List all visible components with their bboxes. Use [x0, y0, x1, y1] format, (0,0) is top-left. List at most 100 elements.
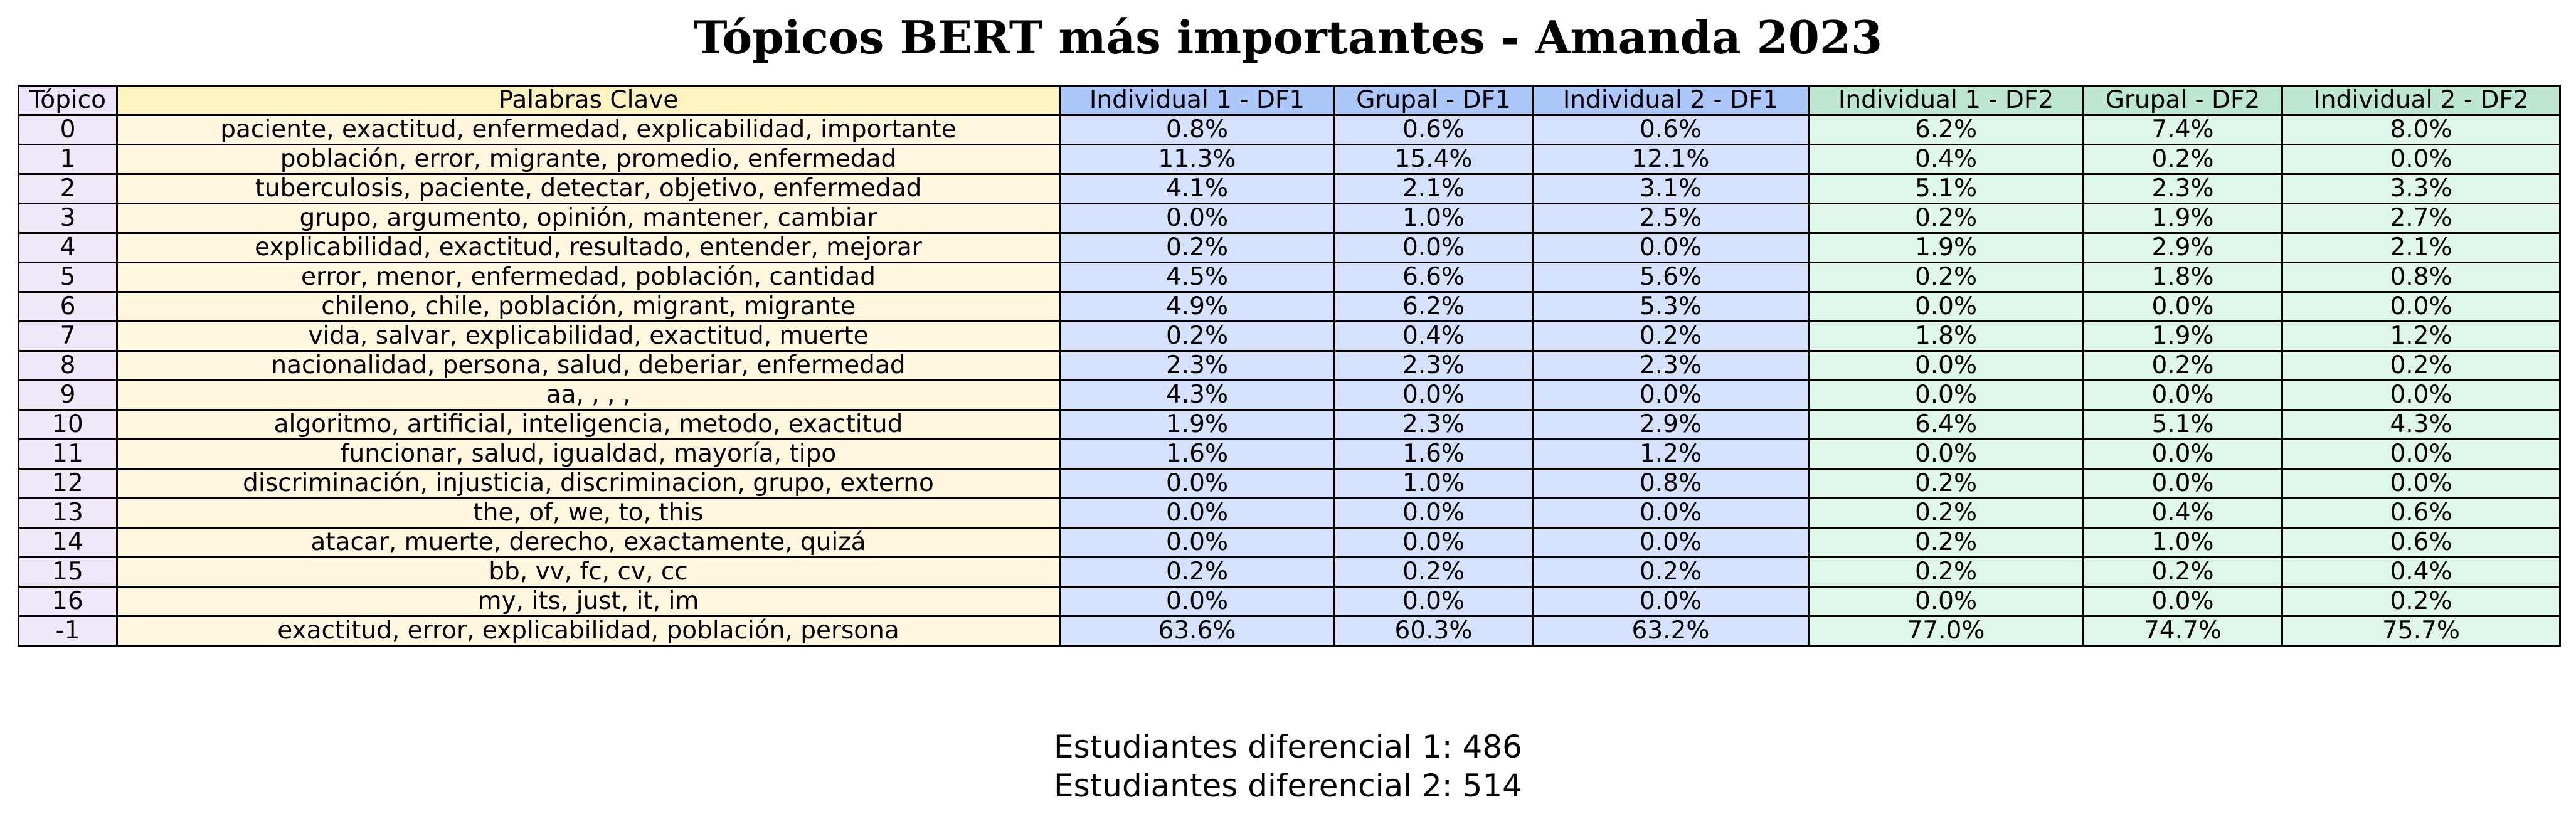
percentage-cell: 0.0% [1532, 527, 1810, 558]
percentage-cell: 1.9% [2082, 203, 2283, 234]
percentage-cell: 0.6% [1532, 114, 1810, 145]
table-row: 7 vida, salvar, explicabilidad, exactitud… [18, 320, 2561, 352]
table-row: 10 algoritmo, artificial, inteligencia, m… [18, 409, 2561, 440]
percentage-cell: 0.4% [2281, 556, 2561, 588]
percentage-cell: 0.0% [2082, 468, 2283, 499]
table-row: 2 tuberculosis, paciente, detectar, objet… [18, 173, 2561, 204]
percentage-cell: 0.0% [1532, 586, 1810, 617]
topic-id-cell: 13 [18, 497, 118, 529]
percentage-cell: 0.4% [1808, 144, 2084, 175]
table-row: 8 nacionalidad, persona, salud, deberiar,… [18, 350, 2561, 381]
percentage-cell: 1.8% [1808, 320, 2084, 352]
keywords-cell: error, menor, enfermedad, población, can… [116, 262, 1061, 293]
percentage-cell: 2.9% [1532, 409, 1810, 440]
percentage-cell: 0.0% [2281, 144, 2561, 175]
percentage-cell: 0.6% [1333, 114, 1534, 145]
keywords-cell: aa, , , , [116, 379, 1061, 411]
table-row: 3 grupo, argumento, opinión, mantener, ca… [18, 203, 2561, 234]
topic-id-cell: 1 [18, 144, 118, 175]
percentage-cell: 0.0% [1808, 586, 2084, 617]
topic-id-cell: 7 [18, 320, 118, 352]
keywords-cell: población, error, migrante, promedio, en… [116, 144, 1061, 175]
percentage-cell: 74.7% [2082, 615, 2283, 647]
percentage-cell: 0.2% [2082, 350, 2283, 381]
percentage-cell: 0.2% [1808, 262, 2084, 293]
percentage-cell: 0.0% [2082, 438, 2283, 470]
percentage-cell: 2.5% [1532, 203, 1810, 234]
chart-title: Tópicos BERT más importantes - Amanda 20… [693, 11, 1883, 64]
percentage-cell: 3.1% [1532, 173, 1810, 204]
topic-id-cell: -1 [18, 615, 118, 647]
keywords-cell: vida, salvar, explicabilidad, exactitud,… [116, 320, 1061, 352]
topic-id-cell: 5 [18, 262, 118, 293]
percentage-cell: 0.0% [2082, 291, 2283, 322]
topic-id-cell: 6 [18, 291, 118, 322]
keywords-cell: bb, vv, fc, cv, cc [116, 556, 1061, 588]
percentage-cell: 0.2% [2281, 586, 2561, 617]
keywords-cell: chileno, chile, población, migrant, migr… [116, 291, 1061, 322]
keywords-cell: nacionalidad, persona, salud, deberiar, … [116, 350, 1061, 381]
percentage-cell: 1.0% [1333, 468, 1534, 499]
topic-id-cell: 11 [18, 438, 118, 470]
percentage-cell: 0.0% [1532, 379, 1810, 411]
keywords-cell: explicabilidad, exactitud, resultado, en… [116, 232, 1061, 263]
percentage-cell: 4.9% [1059, 291, 1335, 322]
percentage-cell: 0.0% [2082, 586, 2283, 617]
percentage-cell: 77.0% [1808, 615, 2084, 647]
percentage-cell: 0.0% [1333, 232, 1534, 263]
keywords-cell: paciente, exactitud, enfermedad, explica… [116, 114, 1061, 145]
footer: Estudiantes diferencial 1: 486 Estudiant… [0, 727, 2576, 805]
keywords-cell: atacar, muerte, derecho, exactamente, qu… [116, 527, 1061, 558]
topic-id-cell: 3 [18, 203, 118, 234]
percentage-cell: 11.3% [1059, 144, 1335, 175]
percentage-cell: 0.0% [1532, 232, 1810, 263]
table-row: 16 my, its, just, it, im 0.0% 0.0% 0.0% 0.0% 0… [18, 586, 2561, 617]
table-row: 0 paciente, exactitud, enfermedad, explic… [18, 114, 2561, 145]
percentage-cell: 2.7% [2281, 203, 2561, 234]
topic-id-cell: 15 [18, 556, 118, 588]
column-header: Individual 2 - DF1 [1532, 85, 1810, 116]
column-header: Grupal - DF2 [2082, 85, 2283, 116]
topic-id-cell: 2 [18, 173, 118, 204]
column-header: Individual 1 - DF2 [1808, 85, 2084, 116]
column-header: Individual 2 - DF2 [2281, 85, 2561, 116]
topic-id-cell: 0 [18, 114, 118, 145]
keywords-cell: the, of, we, to, this [116, 497, 1061, 529]
percentage-cell: 0.0% [1532, 497, 1810, 529]
topic-id-cell: 9 [18, 379, 118, 411]
percentage-cell: 2.3% [2082, 173, 2283, 204]
percentage-cell: 4.3% [2281, 409, 2561, 440]
keywords-cell: tuberculosis, paciente, detectar, objeti… [116, 173, 1061, 204]
percentage-cell: 0.6% [2281, 497, 2561, 529]
percentage-cell: 4.5% [1059, 262, 1335, 293]
percentage-cell: 0.4% [2082, 497, 2283, 529]
percentage-cell: 0.0% [1808, 350, 2084, 381]
percentage-cell: 0.0% [1059, 468, 1335, 499]
table-body: 0 paciente, exactitud, enfermedad, explic… [18, 114, 2561, 647]
keywords-cell: algoritmo, artificial, inteligencia, met… [116, 409, 1061, 440]
percentage-cell: 1.6% [1333, 438, 1534, 470]
percentage-cell: 0.2% [2082, 556, 2283, 588]
percentage-cell: 2.3% [1333, 409, 1534, 440]
percentage-cell: 0.0% [2082, 379, 2283, 411]
column-header: Palabras Clave [116, 85, 1061, 116]
percentage-cell: 1.8% [2082, 262, 2283, 293]
percentage-cell: 0.0% [1333, 586, 1534, 617]
percentage-cell: 0.2% [1808, 203, 2084, 234]
percentage-cell: 0.2% [1808, 556, 2084, 588]
percentage-cell: 4.3% [1059, 379, 1335, 411]
topic-id-cell: 16 [18, 586, 118, 617]
percentage-cell: 0.0% [1059, 527, 1335, 558]
percentage-cell: 0.0% [1808, 291, 2084, 322]
percentage-cell: 2.3% [1333, 350, 1534, 381]
percentage-cell: 1.6% [1059, 438, 1335, 470]
topic-id-cell: 10 [18, 409, 118, 440]
percentage-cell: 1.2% [1532, 438, 1810, 470]
percentage-cell: 0.0% [1333, 379, 1534, 411]
percentage-cell: 0.0% [2281, 379, 2561, 411]
table-row: 14 atacar, muerte, derecho, exactamente, … [18, 527, 2561, 558]
table-row: 5 error, menor, enfermedad, población, ca… [18, 262, 2561, 293]
percentage-cell: 0.8% [1059, 114, 1335, 145]
header-row: Tópico Palabras Clave Individual 1 - DF1 Gr… [18, 85, 2561, 116]
percentage-cell: 0.2% [1532, 320, 1810, 352]
